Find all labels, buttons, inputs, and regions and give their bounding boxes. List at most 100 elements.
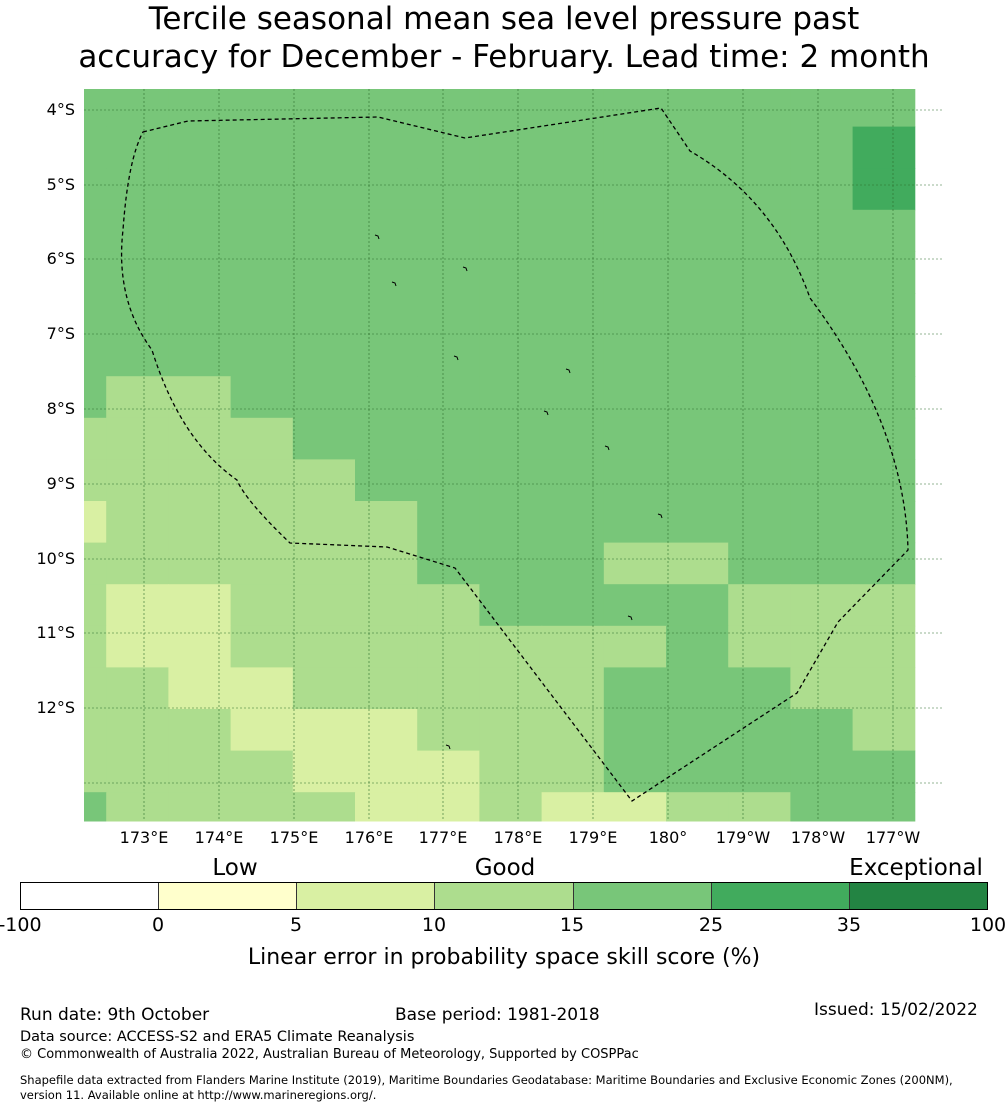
lat-label-11s: 11°S xyxy=(36,623,75,642)
skill-cell xyxy=(790,625,854,668)
lat-label-6s: 6°S xyxy=(46,249,75,268)
skill-cell xyxy=(541,376,605,419)
skill-cell xyxy=(292,334,356,377)
island-outline xyxy=(565,368,571,374)
colorbar-tick: 5 xyxy=(289,914,303,936)
skill-cell xyxy=(541,251,605,294)
skill-cell xyxy=(168,584,232,627)
skill-cell xyxy=(168,625,232,668)
skill-cell xyxy=(479,376,543,419)
skill-cell xyxy=(355,459,418,502)
skill-cell xyxy=(541,293,605,336)
skill-cell xyxy=(230,709,294,752)
skill-cell xyxy=(417,417,480,460)
skill-cell xyxy=(790,251,854,294)
lon-label-177e: 177°E xyxy=(418,828,468,847)
colorbar-segment xyxy=(711,883,850,909)
colorbar-segment xyxy=(573,883,712,909)
skill-cell xyxy=(479,542,543,585)
skill-cell xyxy=(541,209,605,252)
skill-cell xyxy=(84,376,107,419)
skill-cell xyxy=(168,709,232,752)
skill-cell xyxy=(106,625,169,668)
skill-cell xyxy=(852,293,916,336)
skill-cell xyxy=(479,584,543,627)
skill-cell xyxy=(852,667,916,710)
skill-cell xyxy=(230,168,294,211)
skill-cell xyxy=(84,168,107,211)
skill-cell xyxy=(852,209,916,252)
colorbar-tick: 0 xyxy=(151,914,165,936)
skill-cell xyxy=(790,293,854,336)
skill-cell xyxy=(728,168,791,211)
skill-cell xyxy=(168,542,232,585)
skill-cell xyxy=(603,625,667,668)
skill-cell xyxy=(230,750,294,793)
skill-cell xyxy=(84,417,107,460)
lon-label-177w: 177°W xyxy=(865,828,921,847)
skill-cell xyxy=(84,334,107,377)
copyright: © Commonwealth of Australia 2022, Austra… xyxy=(20,1047,639,1062)
skill-cell xyxy=(666,667,729,710)
skill-cell xyxy=(666,709,729,752)
skill-cell xyxy=(852,750,916,793)
skill-cell xyxy=(355,667,418,710)
skill-grid-cells xyxy=(84,89,916,822)
skill-cell xyxy=(230,792,294,822)
skill-cell xyxy=(666,625,729,668)
skill-cell xyxy=(790,709,854,752)
skill-cell xyxy=(106,709,169,752)
skill-cell xyxy=(852,251,916,294)
skill-cell xyxy=(479,625,543,668)
skill-cell xyxy=(84,584,107,627)
skill-cell xyxy=(355,584,418,627)
skill-cell xyxy=(541,459,605,502)
skill-cell xyxy=(417,89,480,128)
skill-cell xyxy=(479,459,543,502)
chart-title-line-1: Tercile seasonal mean sea level pressure… xyxy=(148,1,860,37)
skill-cell xyxy=(541,709,605,752)
skill-cell xyxy=(728,625,791,668)
colorbar-segment xyxy=(159,883,298,909)
skill-cell xyxy=(106,501,169,544)
island-outline xyxy=(627,615,633,621)
skill-cell xyxy=(666,792,729,822)
shapefile-credit-line-2: version 11. Available online at http://w… xyxy=(20,1088,377,1102)
skill-cell xyxy=(541,584,605,627)
skill-cell xyxy=(790,168,854,211)
skill-cell xyxy=(417,293,480,336)
skill-cell xyxy=(728,459,791,502)
skill-cell xyxy=(479,293,543,336)
skill-cell xyxy=(790,792,854,822)
colorbar-tick: 25 xyxy=(698,914,724,936)
skill-cell xyxy=(84,459,107,502)
skill-cell xyxy=(168,334,232,377)
island-outline xyxy=(391,281,397,287)
skill-cell xyxy=(84,542,107,585)
lat-label-4s: 4°S xyxy=(46,100,75,119)
colorbar-category-good: Good xyxy=(474,855,536,881)
skill-cell xyxy=(355,209,418,252)
lon-label-176e: 176°E xyxy=(344,828,394,847)
colorbar-tick: 35 xyxy=(836,914,862,936)
skill-cell xyxy=(417,792,480,822)
skill-cell xyxy=(230,584,294,627)
skill-cell xyxy=(168,376,232,419)
skill-cell xyxy=(230,251,294,294)
skill-cell xyxy=(728,376,791,419)
skill-cell xyxy=(292,376,356,419)
skill-cell xyxy=(230,459,294,502)
skill-cell xyxy=(479,501,543,544)
skill-cell xyxy=(292,168,356,211)
skill-cell xyxy=(541,792,605,822)
skill-cell xyxy=(479,334,543,377)
skill-cell xyxy=(728,293,791,336)
skill-cell xyxy=(84,667,107,710)
skill-cell xyxy=(168,168,232,211)
skill-cell xyxy=(728,542,791,585)
skill-cell xyxy=(603,376,667,419)
skill-cell xyxy=(852,168,916,211)
skill-cell xyxy=(355,334,418,377)
skill-cell xyxy=(479,89,543,128)
skill-cell xyxy=(355,126,418,169)
